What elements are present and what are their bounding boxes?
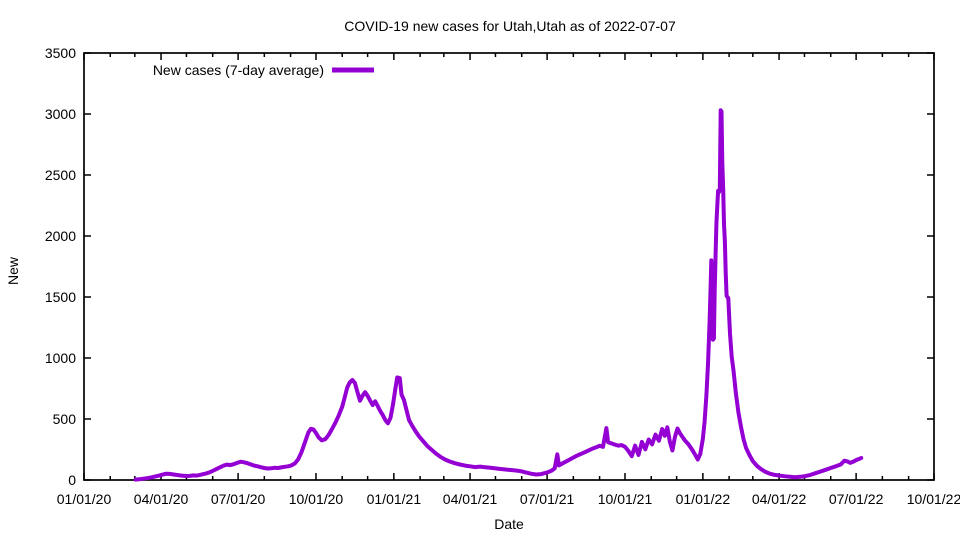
x-axis-title: Date — [494, 516, 524, 532]
legend: New cases (7-day average) — [153, 62, 374, 78]
new-cases-line — [133, 108, 864, 482]
x-tick-label: 04/01/20 — [134, 491, 189, 507]
x-tick-label: 10/01/22 — [907, 491, 960, 507]
chart-title: COVID-19 new cases for Utah,Utah as of 2… — [344, 18, 676, 34]
axis-ticks — [83, 52, 935, 481]
x-tick-label: 01/01/22 — [676, 491, 731, 507]
plot-border — [83, 52, 935, 481]
y-tick-label: 500 — [53, 411, 77, 427]
x-tick-label: 04/01/21 — [443, 491, 498, 507]
x-tick-label: 10/01/21 — [598, 491, 653, 507]
legend-label: New cases (7-day average) — [153, 62, 324, 78]
y-tick-label: 3500 — [45, 45, 76, 61]
y-tick-label: 2500 — [45, 167, 76, 183]
y-tick-label: 0 — [68, 472, 76, 488]
x-tick-label: 07/01/21 — [520, 491, 575, 507]
x-tick-label: 10/01/20 — [289, 491, 344, 507]
y-tick-label: 1000 — [45, 350, 76, 366]
x-tick-label: 07/01/22 — [829, 491, 884, 507]
x-tick-label: 04/01/22 — [752, 491, 807, 507]
y-tick-label: 3000 — [45, 106, 76, 122]
y-axis-tick-labels: 0 500 1000 1500 2000 2500 3000 3500 — [45, 45, 76, 488]
x-tick-label: 07/01/20 — [211, 491, 266, 507]
x-tick-label: 01/01/20 — [57, 491, 112, 507]
y-axis-title: New — [5, 256, 21, 285]
x-axis-tick-labels: 01/01/20 04/01/20 07/01/20 10/01/20 01/01/21… — [57, 491, 960, 507]
y-tick-label: 1500 — [45, 289, 76, 305]
x-tick-label: 01/01/21 — [367, 491, 422, 507]
y-tick-label: 2000 — [45, 228, 76, 244]
